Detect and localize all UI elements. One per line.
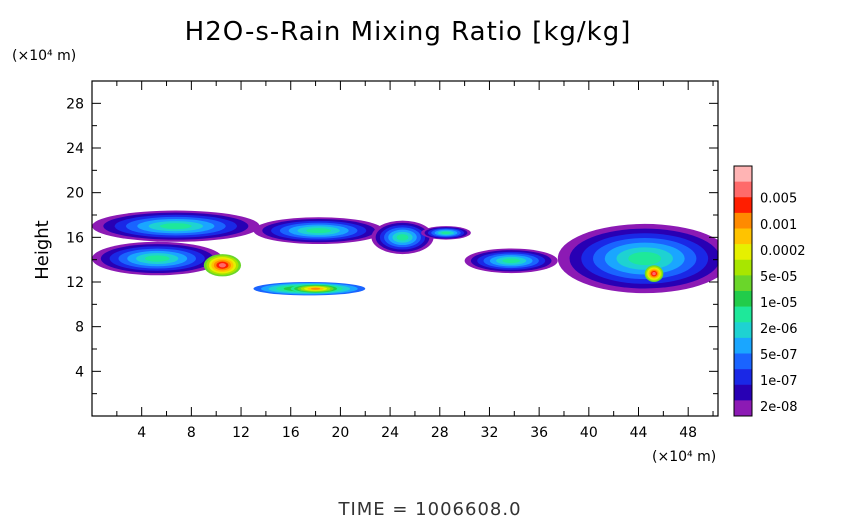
rain-field-6 (464, 248, 558, 274)
rain-field-contour (502, 258, 521, 264)
rain-field-contour (628, 252, 662, 266)
rain-field-layer (92, 210, 718, 296)
colorbar-label: 0.001 (760, 218, 797, 233)
rain-field-contour (306, 228, 332, 234)
rain-field-contour (652, 272, 656, 276)
colorbar-swatch (734, 166, 752, 182)
chart-title: H2O-s-Rain Mixing Ratio [kg/kg] (185, 17, 632, 47)
colorbar-swatch (734, 291, 752, 307)
y-tick-label: 20 (66, 186, 84, 202)
colorbar-swatch (734, 322, 752, 339)
colorbar-swatch (734, 384, 752, 401)
x-tick-label: 48 (679, 425, 697, 441)
rain-field-contour (144, 255, 170, 262)
colorbar-label: 2e-06 (760, 322, 798, 337)
rain-field-1 (92, 241, 223, 276)
colorbar-label: 5e-05 (760, 270, 798, 285)
y-tick-label: 4 (75, 364, 84, 380)
colorbar-swatch (734, 400, 752, 417)
x-tick-label: 20 (331, 425, 349, 441)
rain-field-7 (557, 223, 718, 294)
y-tick-label: 8 (75, 320, 84, 336)
colorbar-swatch (734, 337, 752, 354)
y-axis-unit: (×10⁴ m) (12, 48, 76, 64)
rain-field-contour (396, 234, 409, 241)
y-axis-label: Height (32, 220, 53, 280)
colorbar-swatch (734, 306, 752, 323)
rain-field-2 (253, 217, 384, 245)
y-tick-label: 16 (66, 230, 84, 246)
y-tick-label: 12 (66, 275, 84, 291)
colorbar-frame (733, 165, 753, 417)
rain-field-9 (644, 265, 664, 282)
x-axis-unit: (×10⁴ m) (652, 449, 716, 465)
x-tick-label: 8 (187, 425, 196, 441)
y-tick-label: 24 (66, 141, 84, 157)
colorbar-swatch (734, 259, 752, 276)
colorbar-swatch (734, 244, 752, 261)
colorbar-swatch (734, 228, 752, 245)
colorbar-label: 0.005 (760, 192, 797, 207)
y-tick-label: 28 (66, 96, 84, 112)
colorbar-swatch (734, 197, 752, 214)
x-tick-label: 32 (481, 425, 499, 441)
x-tick-label: 4 (137, 425, 146, 441)
x-tick-label: 44 (630, 425, 648, 441)
x-tick-label: 16 (282, 425, 300, 441)
rain-field-3 (371, 220, 434, 255)
colorbar-legend: 0.005 0.001 0.0002 5e-05 1e-05 2e-06 5e-07 1e-0… (733, 165, 806, 417)
colorbar-swatch (734, 212, 752, 229)
rain-field-5 (421, 226, 471, 240)
rain-field-contour (159, 223, 192, 230)
rain-field-10 (290, 284, 341, 294)
colorbar-label: 0.0002 (760, 244, 806, 259)
colorbar-label: 2e-08 (760, 400, 798, 415)
x-tick-label: 28 (431, 425, 449, 441)
x-tick-label: 40 (580, 425, 598, 441)
rain-field-8 (203, 254, 242, 277)
rain-field-0 (92, 210, 260, 242)
rain-field-contour (218, 263, 226, 268)
rain-field-contour (310, 287, 321, 290)
x-tick-label: 12 (232, 425, 250, 441)
x-tick-label: 24 (381, 425, 399, 441)
colorbar-label: 1e-05 (760, 296, 798, 311)
colorbar-swatch (734, 181, 752, 198)
colorbar-swatch (734, 369, 752, 386)
rain-field-contour (441, 231, 451, 235)
time-footer: TIME = 1006608.0 (337, 499, 521, 519)
plot-frame (91, 80, 719, 417)
colorbar-label: 1e-07 (760, 374, 798, 389)
colorbar-swatch (734, 353, 752, 370)
x-tick-label: 36 (530, 425, 548, 441)
colorbar-label: 5e-07 (760, 348, 798, 363)
colorbar-swatch (734, 275, 752, 292)
